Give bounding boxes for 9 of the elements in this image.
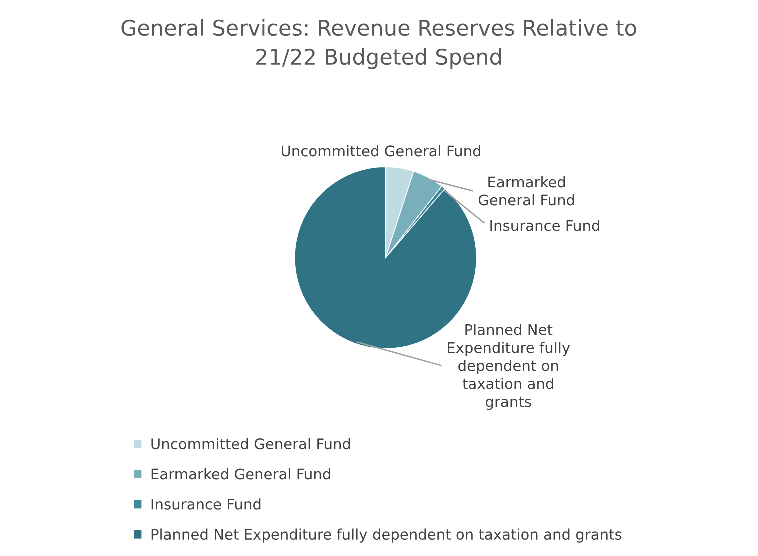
text: Insurance Fund bbox=[490, 220, 600, 232]
legend-label: Uncommitted General Fund bbox=[152, 438, 350, 450]
legend-label: Earmarked General Fund bbox=[152, 468, 330, 480]
chart-title: General Services: Revenue Reserves Relative to 21/22 Budgeted Spend bbox=[122, 19, 636, 70]
text: Uncommitted General Fund bbox=[282, 145, 480, 157]
legend-label: Planned Net Expenditure fully dependent on taxation and grants bbox=[152, 528, 622, 543]
text: Earmarked General Fund bbox=[478, 176, 574, 206]
legend-label: Insurance Fund bbox=[152, 498, 261, 510]
text: Planned Net Expenditure fully dependent on taxation and grants bbox=[448, 324, 570, 410]
